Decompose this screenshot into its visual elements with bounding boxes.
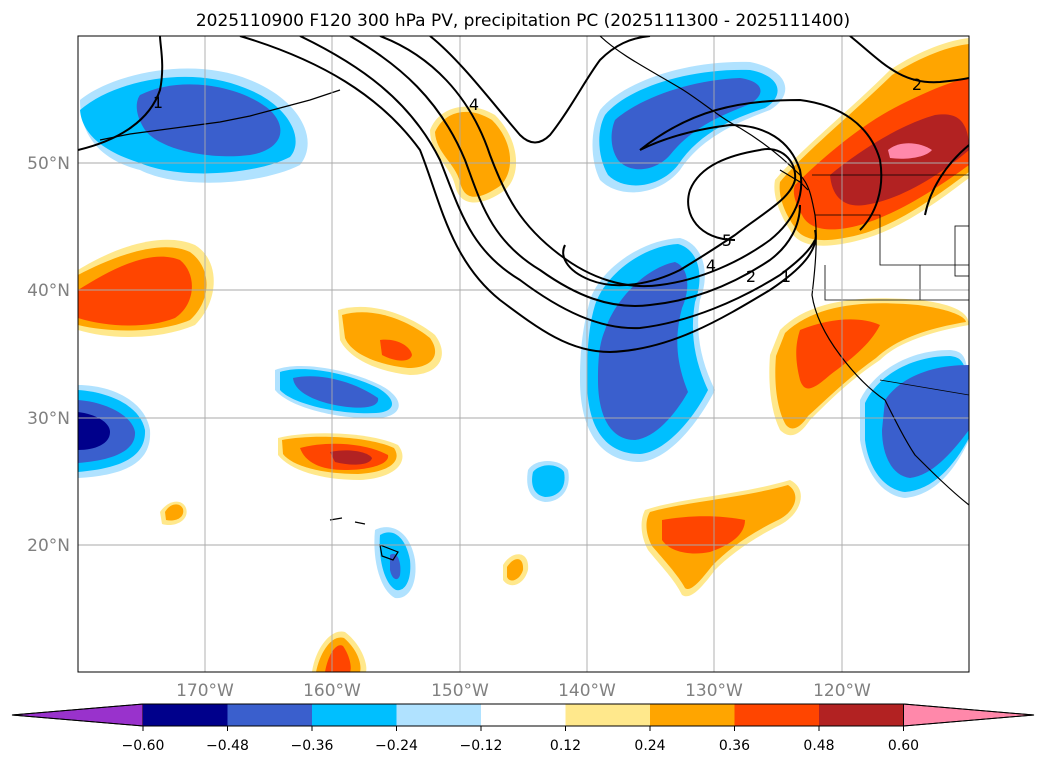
longitude-labels: 170°W 160°W 150°W 140°W 130°W 120°W <box>176 681 871 701</box>
pv-label-2-south: 2 <box>746 267 756 286</box>
pv-contour-east-edge <box>924 144 969 216</box>
colorbar-tick-label: −0.48 <box>206 738 249 754</box>
pv-contour-4-west <box>349 36 801 307</box>
lon-label-160w: 160°W <box>303 681 361 701</box>
map-panel: 1 4 2 5 4 2 1 <box>78 36 969 672</box>
coastlines <box>99 36 969 561</box>
pv-label-1-south: 1 <box>781 267 791 286</box>
colorbar-segment <box>143 704 228 726</box>
pv-label-1-west: 1 <box>153 93 163 112</box>
coastline-vancouver-island <box>779 169 809 191</box>
colorbar-extend-low <box>11 703 144 727</box>
graticule <box>78 36 969 672</box>
pv-label-2-east: 2 <box>912 75 922 94</box>
colorbar-extend-high <box>903 703 1035 727</box>
coastline-aleutians <box>99 89 341 141</box>
latitude-labels: 50°N 40°N 30°N 20°N <box>27 154 70 556</box>
colorbar-tick-labels: −0.60 −0.48 −0.36 −0.24 −0.12 0.12 0.24 0.36 0.4… <box>122 738 920 754</box>
pv-label-4-north: 4 <box>469 95 479 114</box>
colorbar-segments <box>11 703 1035 727</box>
colorbar-segment <box>481 704 566 726</box>
colorbar: −0.60 −0.48 −0.36 −0.24 −0.12 0.12 0.24 0.36 0.4… <box>11 703 1035 754</box>
lon-label-130w: 130°W <box>685 681 743 701</box>
colorbar-tick-label: −0.36 <box>291 738 334 754</box>
colorbar-segment <box>734 704 820 726</box>
colorbar-segment <box>650 704 735 726</box>
colorbar-tick-label: 0.60 <box>888 738 919 754</box>
colorbar-tick-label: 0.48 <box>803 738 834 754</box>
figure-title: 2025110900 F120 300 hPa PV, precipitatio… <box>196 11 850 31</box>
colorbar-tick-label: 0.36 <box>719 738 750 754</box>
colorbar-ticks <box>142 726 904 731</box>
colorbar-segment <box>227 704 313 726</box>
pv-contour-outer-1 <box>239 36 817 354</box>
colorbar-segment <box>312 704 397 726</box>
pv-contour-4-north <box>429 36 651 144</box>
pv-label-4-south: 4 <box>706 256 716 275</box>
coastline-west-coast-us <box>811 214 886 401</box>
coastline-baja-mexico <box>884 399 969 506</box>
lat-label-50n: 50°N <box>27 154 70 174</box>
pv-label-5: 5 <box>722 231 732 250</box>
pv-contour-outer-3 <box>639 98 883 231</box>
pv-contour-outer-2 <box>299 36 816 330</box>
political-borders <box>812 174 969 396</box>
lon-label-170w: 170°W <box>176 681 234 701</box>
lon-label-140w: 140°W <box>558 681 616 701</box>
pv-contour-2-east <box>849 36 969 84</box>
colorbar-segment <box>396 704 482 726</box>
pv-contours <box>78 36 969 354</box>
colorbar-tick-label: −0.60 <box>122 738 165 754</box>
map-frame <box>77 35 970 673</box>
pv-contour-5 <box>562 148 797 287</box>
colorbar-segment <box>565 704 651 726</box>
lat-label-20n: 20°N <box>27 536 70 556</box>
colorbar-tick-label: −0.24 <box>375 738 418 754</box>
lon-label-150w: 150°W <box>431 681 489 701</box>
coastline-alaska <box>599 36 816 216</box>
lon-label-120w: 120°W <box>813 681 871 701</box>
colorbar-tick-label: −0.12 <box>460 738 503 754</box>
pv-contour-1 <box>78 36 164 151</box>
lat-label-40n: 40°N <box>27 281 70 301</box>
pv-contour-4-arc <box>379 36 803 288</box>
colorbar-segment <box>819 704 904 726</box>
colorbar-tick-label: 0.12 <box>550 738 581 754</box>
colorbar-tick-label: 0.24 <box>634 738 665 754</box>
pv-contour-labels: 1 4 2 5 4 2 1 <box>153 75 922 286</box>
lat-label-30n: 30°N <box>27 409 70 429</box>
